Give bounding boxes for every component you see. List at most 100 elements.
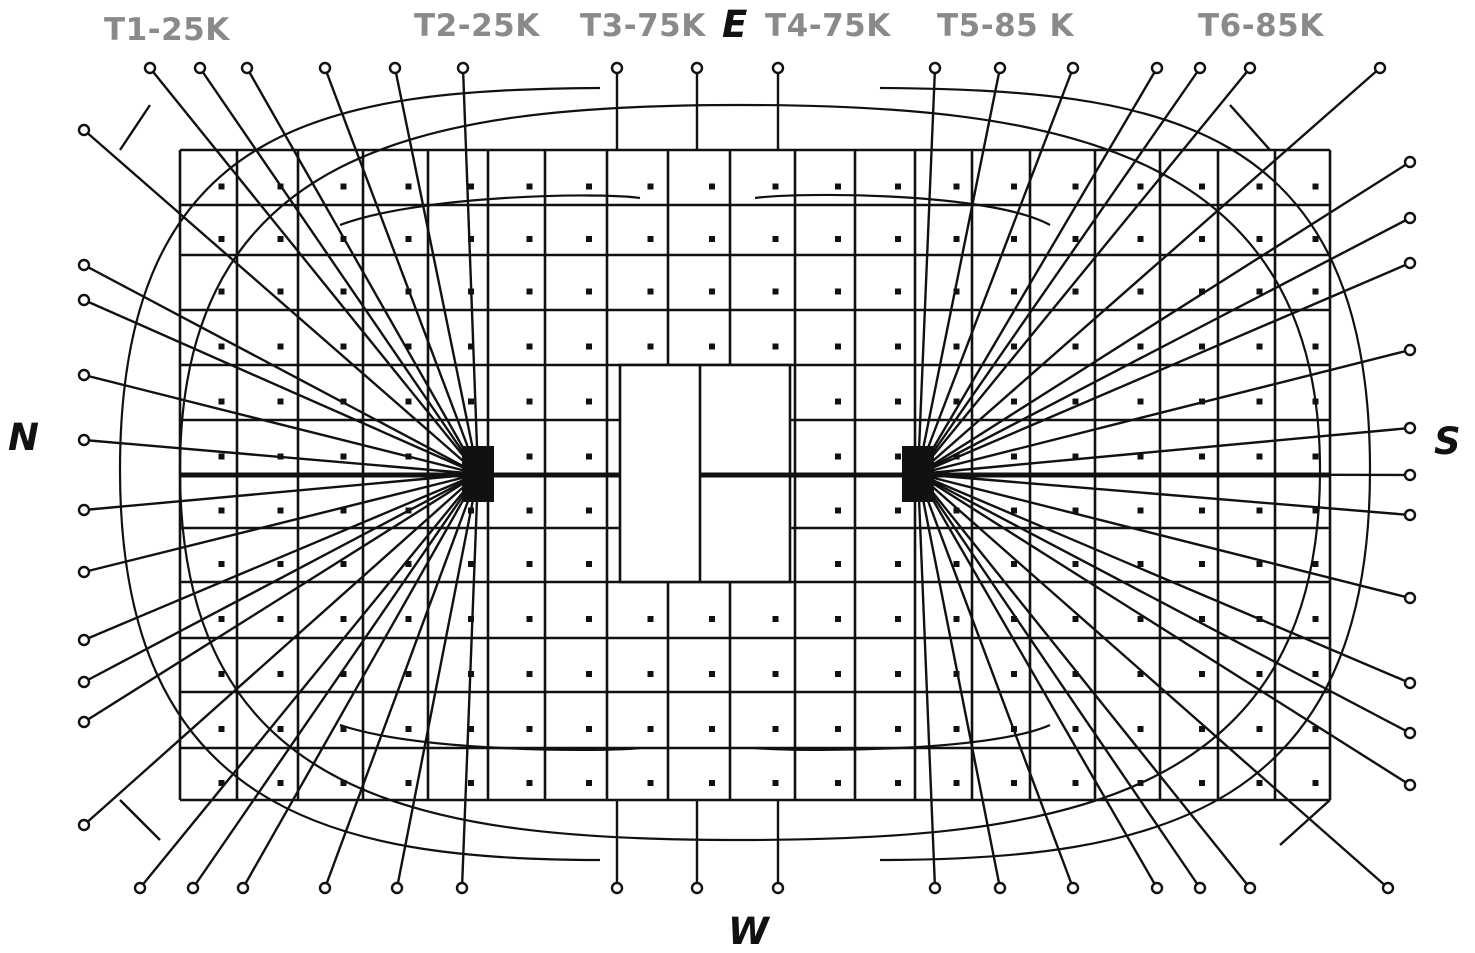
feeder-line (139, 473, 479, 889)
bay-marker (218, 236, 225, 242)
terminal-point (133, 881, 147, 895)
bay-marker (340, 671, 347, 677)
feeder-line (245, 67, 480, 475)
bay-marker (835, 236, 841, 242)
bay-marker (526, 453, 533, 460)
terminal-point (1066, 61, 1080, 75)
bay-marker (1072, 343, 1079, 350)
bay-marker (586, 236, 592, 242)
bay-marker (647, 780, 654, 786)
terminal-point (236, 881, 250, 895)
bay-marker (277, 398, 284, 405)
bay-marker (1137, 616, 1144, 622)
feeder-line (917, 472, 1411, 517)
bay-marker (1312, 616, 1319, 622)
bay-marker (835, 616, 841, 622)
bay-marker (895, 616, 901, 622)
bay-marker (1137, 726, 1144, 732)
terminal-point (771, 61, 785, 75)
bay-marker (953, 507, 960, 514)
bay-marker (1199, 236, 1205, 242)
bay-marker (586, 453, 592, 460)
bay-marker (647, 343, 654, 350)
bay-marker (1199, 616, 1205, 622)
bay-marker (1072, 616, 1079, 622)
terminal-point (143, 61, 157, 75)
terminal-point (318, 881, 332, 895)
bay-marker (586, 343, 592, 350)
bay-marker (277, 616, 284, 622)
feeder-line (323, 67, 480, 475)
bay-marker (772, 780, 779, 786)
bay-marker (895, 343, 901, 350)
bay-marker (895, 561, 901, 567)
terminal-point (1150, 881, 1164, 895)
terminal-point (186, 881, 200, 895)
corner-brace (119, 799, 161, 841)
bay-marker (953, 726, 960, 732)
tower-label-t3: T3-75K (580, 8, 706, 44)
bay-marker (340, 288, 347, 295)
bay-marker (218, 780, 225, 786)
bay-marker (1011, 671, 1017, 677)
feeder-line (917, 426, 1411, 476)
bay-marker (277, 780, 284, 786)
bay-marker (526, 616, 533, 622)
bay-marker (1256, 616, 1263, 622)
bay-marker (1199, 343, 1205, 350)
bay-marker (1256, 726, 1263, 732)
inner-arc-bottom-right (754, 723, 1051, 752)
bay-marker (1137, 561, 1144, 567)
bay-marker (772, 236, 779, 242)
bay-marker (835, 780, 841, 786)
bay-marker (1199, 398, 1205, 405)
bay-marker (647, 183, 654, 190)
bay-marker (953, 671, 960, 677)
bay-marker (1011, 780, 1017, 786)
bay-marker (526, 507, 533, 514)
bay-marker (647, 236, 654, 242)
terminal-point (77, 715, 91, 729)
bay-marker (1312, 507, 1319, 514)
bay-marker (405, 343, 412, 350)
bay-marker (1137, 236, 1144, 242)
bay-marker (468, 398, 474, 405)
bay-marker (340, 616, 347, 622)
direction-west: W (728, 910, 769, 953)
bay-marker (835, 288, 841, 295)
bay-marker (586, 726, 592, 732)
feeder-line (917, 67, 1381, 475)
terminal-point (1403, 591, 1417, 605)
bay-marker (772, 343, 779, 350)
bay-marker (468, 726, 474, 732)
bay-marker (1072, 726, 1079, 732)
bay-marker (1137, 343, 1144, 350)
terminal-point (193, 61, 207, 75)
bay-marker (405, 726, 412, 732)
bay-marker (277, 726, 284, 732)
bay-marker (1072, 398, 1079, 405)
bay-marker (526, 236, 533, 242)
feeder-line (83, 373, 479, 476)
bay-marker (895, 236, 901, 242)
bay-marker (772, 183, 779, 190)
bay-marker (1312, 780, 1319, 786)
bay-marker (1137, 183, 1144, 190)
inner-arc-top-left (339, 194, 641, 227)
feeder-line (83, 472, 479, 642)
bay-marker (1199, 726, 1205, 732)
bay-marker (953, 453, 960, 460)
outer-arcs (118, 86, 1372, 862)
bay-marker (526, 398, 533, 405)
feeder-line (916, 67, 937, 475)
feeder-line (83, 472, 479, 724)
feeder-line (917, 160, 1411, 476)
bay-marker (1256, 183, 1263, 190)
feeder-line (241, 473, 480, 889)
bay-marker (1312, 398, 1319, 405)
terminal-point (1403, 256, 1417, 270)
outer-enclosure-arc (178, 103, 1322, 842)
terminal-point (610, 61, 624, 75)
terminal-point (928, 61, 942, 75)
